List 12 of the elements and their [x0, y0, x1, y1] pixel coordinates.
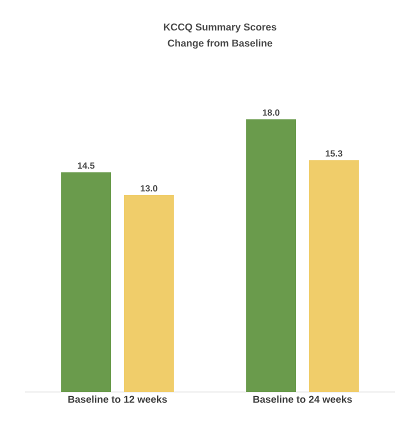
- data-label: 18.0: [262, 109, 280, 116]
- chart-subtitle: Change from Baseline: [168, 39, 272, 49]
- bar: [124, 195, 174, 392]
- bar: [61, 172, 112, 392]
- data-label: 13.0: [140, 185, 158, 192]
- data-label: 14.5: [78, 162, 95, 169]
- x-tick-label: Baseline to 24 weeks: [253, 396, 352, 403]
- x-tick-label: Baseline to 12 weeks: [68, 396, 167, 403]
- chart-title: KCCQ Summary Scores: [164, 23, 276, 32]
- data-label: 15.3: [326, 150, 342, 157]
- bar: [308, 160, 359, 392]
- bar: [246, 119, 296, 392]
